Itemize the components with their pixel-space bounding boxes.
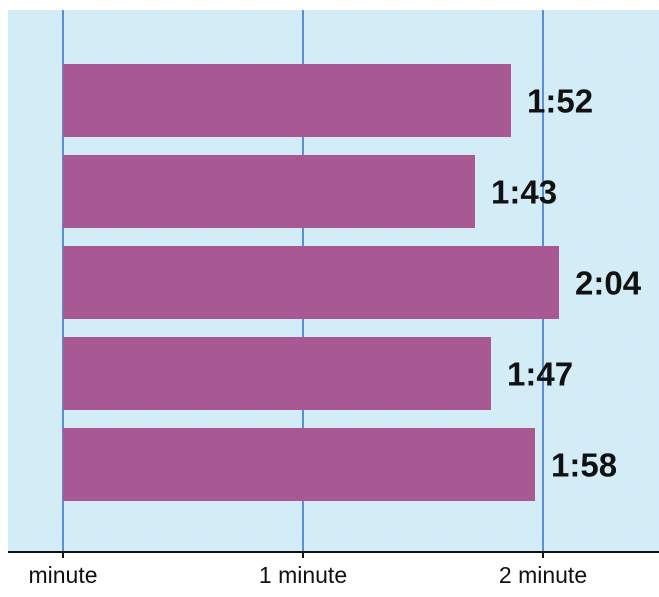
x-tick-label: 2 minute [499, 562, 587, 588]
bars [63, 64, 559, 501]
x-tick-label: minute [28, 562, 97, 588]
bar-data-label: 1:52 [527, 83, 593, 120]
x-axis-ticks [62, 552, 544, 558]
bar-data-label: 1:43 [491, 174, 557, 211]
bar [63, 64, 511, 137]
bar-data-label: 2:04 [575, 265, 642, 302]
bar [63, 337, 491, 410]
bar-data-label: 1:58 [551, 447, 617, 484]
bar [63, 246, 559, 319]
x-tick-label: 1 minute [259, 562, 347, 588]
bar [63, 428, 535, 501]
bar-data-labels: 1:52 1:43 2:04 1:47 1:58 [491, 83, 642, 484]
bar-data-label: 1:47 [507, 356, 573, 393]
bar [63, 155, 475, 228]
x-axis-tick-labels: minute 1 minute 2 minute [28, 562, 587, 588]
